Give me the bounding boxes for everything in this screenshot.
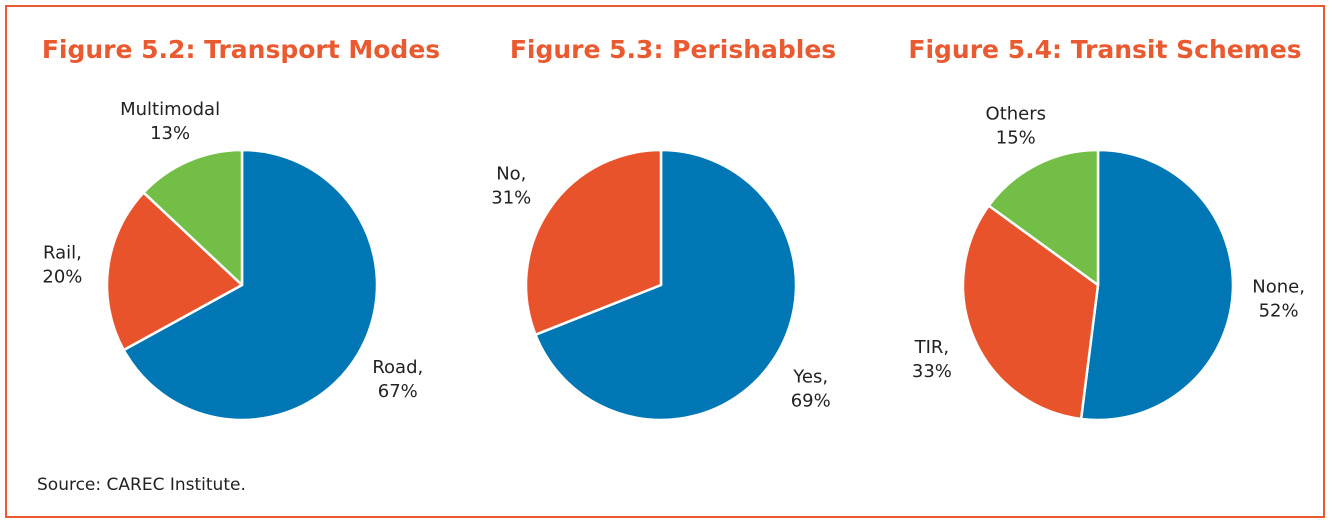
slice-label-percent: 67% xyxy=(378,381,418,402)
slice-label-yes: Yes, 69% xyxy=(791,367,831,412)
slice-label-no: No, 31% xyxy=(491,163,531,208)
slice-label-others: Others 15% xyxy=(986,104,1047,149)
chart-panel-transport-modes: Figure 5.2: Transport Modes Road, 67% Rail… xyxy=(27,7,455,467)
chart-panel-transit-schemes: Figure 5.4: Transit Schemes None, 52% TIR,… xyxy=(891,7,1319,467)
slice-label-name: Others xyxy=(986,104,1047,125)
slice-label-name: Multimodal xyxy=(120,99,220,120)
chart-title: Figure 5.2: Transport Modes xyxy=(41,35,441,64)
slice-label-percent: 31% xyxy=(491,187,531,208)
slice-label-percent: 69% xyxy=(791,391,831,412)
pie-slice-none xyxy=(1079,148,1235,422)
pie-chart-transit-schemes: None, 52% TIR, 33% Others 15% xyxy=(912,104,1305,422)
figure-frame: Figure 5.2: Transport Modes Road, 67% Rail… xyxy=(5,5,1325,518)
slice-label-percent: 33% xyxy=(912,361,952,382)
pie-chart-perishables: Yes, 69% No, 31% xyxy=(491,148,831,422)
chart-panel-perishables: Figure 5.3: Perishables Yes, 69% No, 31% xyxy=(459,7,887,467)
slice-label-percent: 20% xyxy=(42,266,82,287)
slice-label-percent: 13% xyxy=(150,123,190,144)
slice-label-tir: TIR, 33% xyxy=(912,337,952,382)
pie-slice-rail xyxy=(105,191,244,352)
slice-label-name: None, xyxy=(1252,276,1305,297)
slice-label-multimodal: Multimodal 13% xyxy=(120,99,220,144)
slice-label-name: Rail, xyxy=(43,242,82,263)
slice-label-none: None, 52% xyxy=(1252,276,1305,321)
chart-title: Figure 5.4: Transit Schemes xyxy=(908,35,1302,64)
pie-slice-no xyxy=(524,148,663,336)
pie-slice-multimodal xyxy=(142,148,244,287)
slice-label-name: TIR, xyxy=(914,337,950,358)
pie-chart-transport-modes: Road, 67% Rail, 20% Multimodal 13% xyxy=(42,99,423,422)
chart-title: Figure 5.3: Perishables xyxy=(509,35,837,64)
pie-slice-others xyxy=(987,148,1100,287)
slice-label-rail: Rail, 20% xyxy=(42,242,82,287)
slice-label-name: Yes, xyxy=(792,367,828,388)
pie-slice-road xyxy=(122,148,379,422)
pie-slice-tir xyxy=(961,204,1100,421)
pie-slice-yes xyxy=(534,148,798,422)
slice-label-road: Road, 67% xyxy=(372,357,423,402)
slice-label-name: Road, xyxy=(372,357,423,378)
slice-label-percent: 15% xyxy=(996,128,1036,149)
source-note: Source: CAREC Institute. xyxy=(37,475,246,495)
slice-label-percent: 52% xyxy=(1259,300,1299,321)
slice-label-name: No, xyxy=(496,163,526,184)
